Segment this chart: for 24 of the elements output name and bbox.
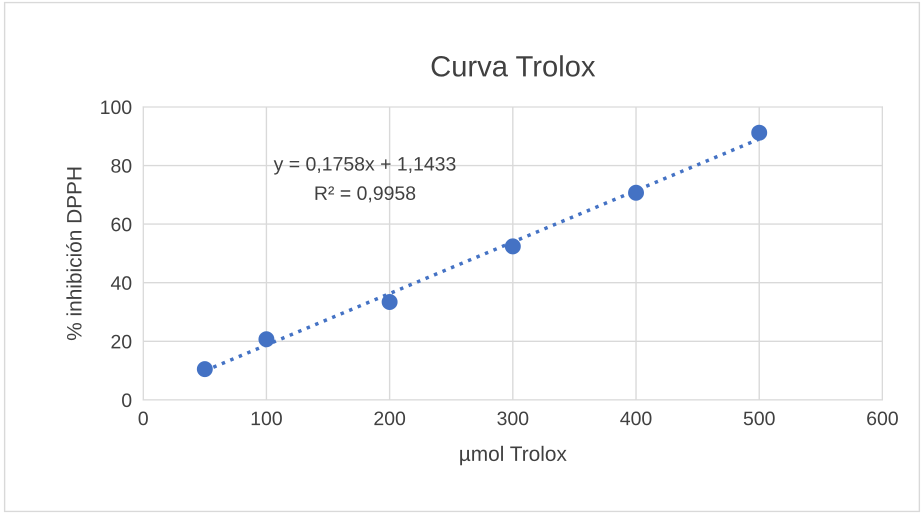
x-tick-label: 200	[374, 412, 406, 426]
point	[504, 238, 521, 254]
chart-title: Curva Trolox	[432, 55, 596, 77]
x-tick-label: 400	[620, 412, 652, 426]
y-tick-label: 0	[122, 393, 132, 408]
point	[196, 361, 213, 378]
y-tick-label: 20	[111, 334, 132, 349]
x-tick-label: 500	[744, 412, 775, 426]
x-tick-label: 0	[138, 412, 148, 426]
x-axis-title: µmol Trolox	[460, 446, 567, 466]
point	[751, 124, 768, 141]
y-axis-title: % inhibición DPPH	[66, 168, 82, 340]
point	[258, 331, 274, 348]
x-tick-label: 600	[867, 412, 898, 426]
y-tick-label: 100	[101, 100, 132, 114]
x-tick-label: 300	[497, 412, 528, 426]
y-tick-label: 80	[111, 158, 132, 173]
point	[628, 184, 644, 201]
y-tick-label: 40	[110, 276, 132, 290]
point	[382, 294, 398, 310]
x-tick-label: 100	[252, 412, 282, 426]
y-tick-label: 60	[111, 218, 132, 232]
annotation: y = 0,1758x + 1,1433	[274, 156, 456, 175]
annotation: R² = 0,9958	[316, 186, 416, 202]
